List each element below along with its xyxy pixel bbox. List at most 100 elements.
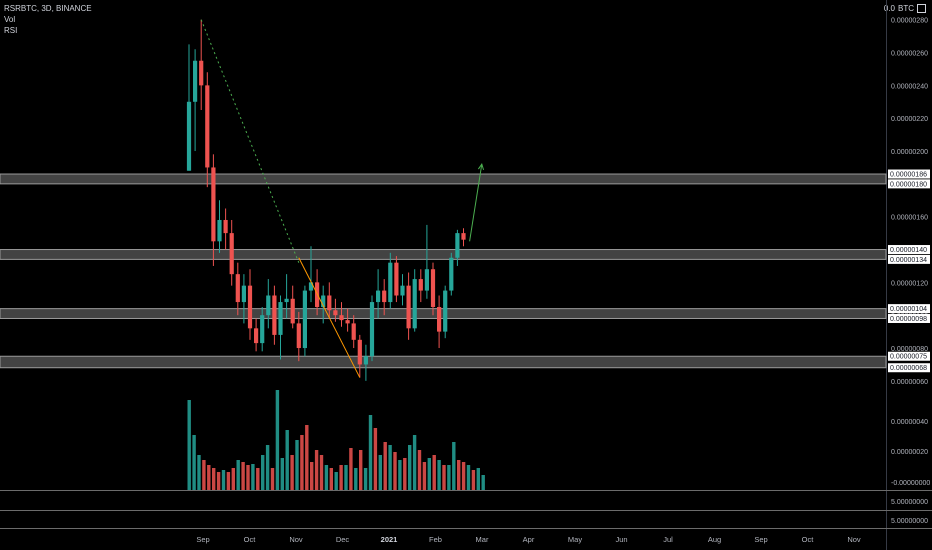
- candle-body: [296, 323, 301, 349]
- zone-price-tag-label: 0.00000180: [890, 181, 927, 188]
- rsi-tick-label: 5.00000000: [891, 518, 928, 525]
- time-tick-label: Oct: [244, 535, 257, 544]
- volume-bar: [476, 468, 480, 490]
- trendline: [298, 257, 361, 378]
- time-tick-label: Dec: [336, 535, 350, 544]
- volume-bar: [412, 435, 417, 490]
- zone-price-tag: [888, 254, 930, 264]
- volume-bar: [256, 468, 260, 490]
- rsi-tick-label: 5.00000000: [891, 499, 928, 506]
- price-tick-label: 0.00000060: [891, 379, 928, 386]
- sr-zone: [0, 173, 887, 185]
- sr-zone: [0, 355, 887, 369]
- volume-bar: [408, 445, 412, 490]
- candle-body: [199, 60, 204, 86]
- volume-bar: [457, 460, 461, 490]
- volume-bar: [329, 468, 333, 490]
- candle-body: [290, 298, 295, 324]
- candle-body: [241, 285, 246, 303]
- volume-bar: [349, 448, 353, 490]
- zone-price-tag-label: 0.00000134: [890, 257, 927, 264]
- volume-bar: [310, 462, 314, 490]
- price-tick-label: 0.00000260: [891, 51, 928, 58]
- candle-body: [449, 257, 454, 291]
- price-tick-label: 0.00000240: [891, 83, 928, 90]
- currency-unit[interactable]: BTC: [898, 4, 914, 13]
- volume-bar: [246, 465, 250, 490]
- candle-body: [321, 295, 326, 307]
- zone-price-tag: [888, 313, 930, 323]
- candle-body: [461, 233, 466, 240]
- volume-bar: [295, 440, 299, 490]
- candle-body: [382, 290, 387, 303]
- time-tick-label: Feb: [429, 535, 442, 544]
- volume-bar: [187, 400, 191, 490]
- zone-price-tag-label: 0.00000104: [890, 306, 927, 313]
- price-scale-corner: 0.0 BTC: [884, 4, 926, 13]
- zone-price-tag-label: 0.00000075: [890, 354, 927, 361]
- candle-body: [327, 295, 332, 311]
- volume-tick-label: -0.00000000: [891, 480, 930, 487]
- candle-body: [211, 167, 216, 242]
- time-tick-label: May: [568, 535, 582, 544]
- candle-body: [412, 279, 417, 329]
- volume-bar: [231, 468, 235, 490]
- volume-indicator-label[interactable]: Vol: [4, 15, 16, 24]
- zone-price-tag-label: 0.00000140: [890, 247, 927, 254]
- arrow-line: [469, 164, 483, 242]
- candle-body: [430, 269, 436, 307]
- zone-price-tag-label: 0.00000186: [890, 172, 927, 179]
- candle-body: [229, 233, 234, 275]
- candle-body: [308, 282, 314, 291]
- volume-bar: [197, 455, 201, 490]
- zone-price-tag-label: 0.00000098: [890, 316, 927, 323]
- volume-bar: [344, 465, 348, 490]
- zone-price-tag: [888, 179, 930, 189]
- volume-bar: [437, 460, 441, 490]
- volume-bar: [481, 475, 485, 490]
- zone-price-tag: [888, 351, 930, 361]
- price-tick-label: 0.00000220: [891, 116, 928, 123]
- volume-bar: [261, 455, 265, 490]
- volume-bar: [290, 455, 294, 490]
- time-tick-label: Sep: [196, 535, 209, 544]
- candle-body: [388, 262, 393, 303]
- zone-price-tag: [888, 363, 930, 373]
- candle-body: [424, 269, 429, 291]
- candle-body: [443, 290, 448, 332]
- volume-bar: [393, 452, 397, 490]
- symbol-title[interactable]: RSRBTC, 3D, BINANCE: [4, 4, 92, 13]
- candle-body: [284, 298, 289, 303]
- volume-bar: [452, 442, 456, 490]
- time-tick-label: Nov: [289, 535, 303, 544]
- price-tick-label: 0.00000080: [891, 346, 928, 353]
- rsi-indicator-label[interactable]: RSI: [4, 26, 18, 35]
- candle-body: [260, 315, 265, 344]
- volume-bar: [300, 435, 304, 490]
- candle-body: [266, 295, 271, 316]
- settings-square-icon[interactable]: [917, 4, 926, 13]
- volume-bar: [207, 465, 211, 490]
- time-tick-label: Nov: [847, 535, 861, 544]
- volume-bar: [427, 458, 431, 490]
- candle-body: [205, 85, 210, 168]
- price-tick-label: 0.00000280: [891, 18, 928, 25]
- zone-price-tag: [888, 169, 930, 179]
- volume-bar: [236, 460, 240, 490]
- time-tick-label: Jun: [615, 535, 627, 544]
- price-tick-label: 0.00000200: [891, 149, 928, 156]
- volume-bar: [216, 472, 221, 490]
- volume-bar: [368, 415, 373, 490]
- candle-body: [235, 274, 240, 303]
- candle-body: [400, 285, 405, 296]
- candle-body: [376, 290, 381, 303]
- volume-bar: [241, 462, 245, 490]
- volume-bar: [319, 455, 324, 490]
- candle-body: [272, 295, 277, 335]
- volume-bar: [280, 458, 284, 490]
- volume-bar: [373, 428, 378, 490]
- volume-bar: [363, 468, 368, 490]
- volume-bar: [202, 460, 206, 490]
- volume-bar: [226, 472, 231, 490]
